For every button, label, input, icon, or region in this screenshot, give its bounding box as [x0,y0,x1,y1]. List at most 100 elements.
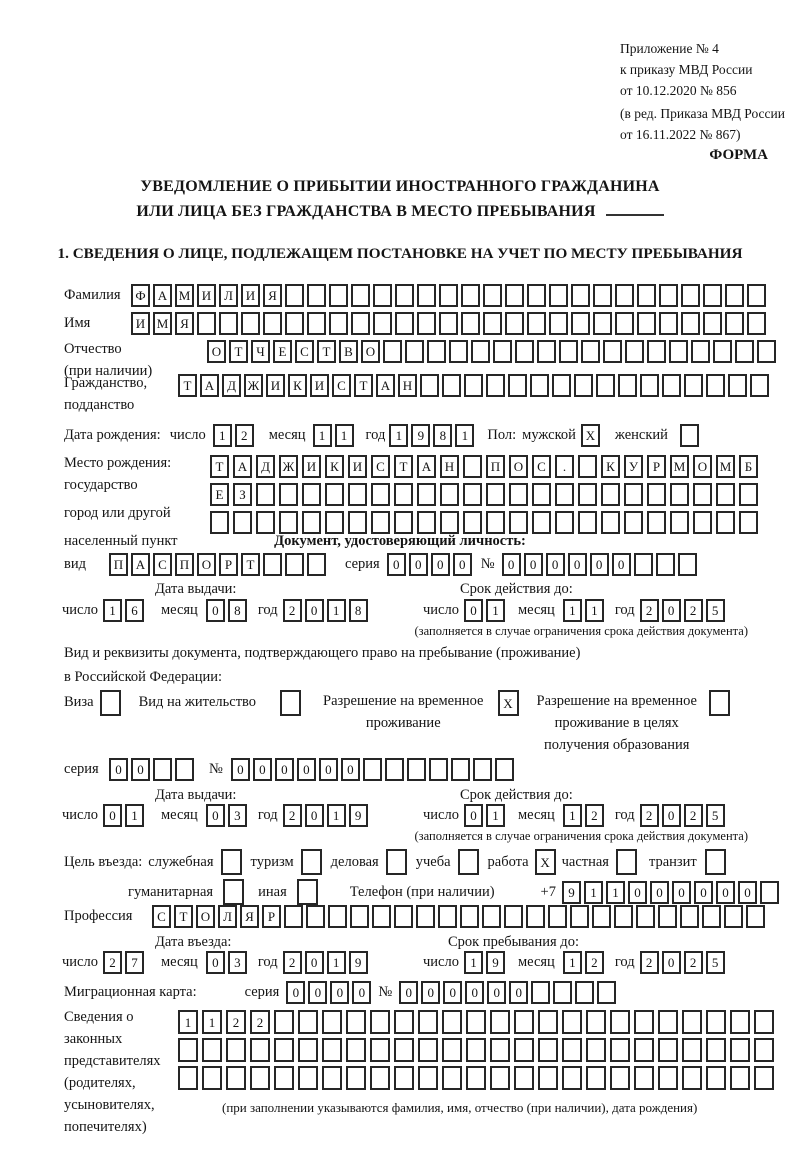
char-cell[interactable] [634,1038,654,1062]
char-cell[interactable] [274,1038,294,1062]
char-cell[interactable] [490,1066,510,1090]
char-cell[interactable] [647,340,666,363]
char-cell[interactable]: Р [647,455,666,478]
char-cell[interactable] [555,511,574,534]
char-cell[interactable]: В [339,340,358,363]
char-cell[interactable]: Ж [279,455,298,478]
temp-permit-checkbox[interactable]: X [497,690,519,716]
char-cell[interactable] [505,312,524,335]
char-cell[interactable] [486,511,505,534]
char-cell[interactable]: 5 [705,804,725,827]
char-cell[interactable] [370,1010,390,1034]
char-cell[interactable] [581,340,600,363]
char-cell[interactable] [439,312,458,335]
char-cell[interactable]: 0 [545,553,565,576]
char-cell[interactable] [274,1066,294,1090]
char-cell[interactable]: К [325,455,344,478]
char-cell[interactable]: 1 [202,1010,222,1034]
char-cell[interactable] [610,1038,630,1062]
char-cell[interactable]: 0 [523,553,543,576]
char-cell[interactable]: 0 [430,553,450,576]
char-cell[interactable] [659,284,678,307]
char-cell[interactable] [724,905,743,928]
char-cell[interactable] [486,483,505,506]
char-cell[interactable] [250,1066,270,1090]
char-cell[interactable] [483,284,502,307]
char-cell[interactable]: Т [354,374,373,397]
char-cell[interactable] [615,312,634,335]
char-cell[interactable]: Т [394,455,413,478]
char-cell[interactable]: 0 [465,981,485,1004]
char-cell[interactable]: 1 [212,424,232,447]
char-cell[interactable]: 0 [443,981,463,1004]
char-cell[interactable] [405,340,424,363]
char-cell[interactable]: 0 [463,804,483,827]
char-cell[interactable]: А [376,374,395,397]
char-cell[interactable]: 0 [661,599,681,622]
char-cell[interactable]: С [371,455,390,478]
char-cell[interactable] [418,1066,438,1090]
char-cell[interactable]: М [670,455,689,478]
char-cell[interactable] [490,1010,510,1034]
char-cell[interactable] [592,905,611,928]
char-cell[interactable]: 0 [304,951,324,974]
char-cell[interactable] [757,340,776,363]
char-cell[interactable] [747,284,766,307]
char-cell[interactable] [725,284,744,307]
char-cell[interactable] [486,374,505,397]
char-cell[interactable] [603,340,622,363]
char-cell[interactable] [658,1038,678,1062]
char-cell[interactable] [716,511,735,534]
char-cell[interactable]: А [131,553,150,576]
char-cell[interactable] [416,905,435,928]
char-cell[interactable] [508,374,527,397]
char-cell[interactable]: К [288,374,307,397]
char-cell[interactable] [725,312,744,335]
char-cell[interactable] [328,905,347,928]
char-cell[interactable]: Т [178,374,197,397]
char-cell[interactable]: 1 [463,951,483,974]
char-cell[interactable] [279,483,298,506]
char-cell[interactable]: 0 [421,981,441,1004]
char-cell[interactable] [417,284,436,307]
char-cell[interactable] [681,312,700,335]
char-cell[interactable] [348,511,367,534]
char-cell[interactable] [702,905,721,928]
char-cell[interactable] [394,905,413,928]
char-cell[interactable] [202,1066,222,1090]
char-cell[interactable]: 0 [452,553,472,576]
edu-permit-checkbox[interactable] [708,690,730,716]
char-cell[interactable] [348,483,367,506]
char-cell[interactable] [307,284,326,307]
char-cell[interactable] [684,374,703,397]
char-cell[interactable]: 5 [705,599,725,622]
char-cell[interactable]: Е [273,340,292,363]
char-cell[interactable]: 3 [227,804,247,827]
char-cell[interactable] [285,553,304,576]
char-cell[interactable]: С [332,374,351,397]
purpose-other-checkbox[interactable] [296,879,318,905]
char-cell[interactable] [460,905,479,928]
char-cell[interactable] [691,340,710,363]
char-cell[interactable] [677,553,697,576]
char-cell[interactable]: 0 [737,880,757,904]
char-cell[interactable]: О [509,455,528,478]
char-cell[interactable]: 0 [715,880,735,904]
char-cell[interactable] [647,483,666,506]
char-cell[interactable]: 0 [463,599,483,622]
char-cell[interactable] [250,1038,270,1062]
char-cell[interactable] [526,905,545,928]
char-cell[interactable] [610,1010,630,1034]
char-cell[interactable]: 0 [318,758,338,781]
char-cell[interactable] [693,483,712,506]
purpose-tourism-checkbox[interactable] [300,849,322,875]
char-cell[interactable] [578,483,597,506]
purpose-study-checkbox[interactable] [457,849,479,875]
char-cell[interactable] [493,340,512,363]
char-cell[interactable] [532,483,551,506]
char-cell[interactable] [395,312,414,335]
char-cell[interactable]: 1 [562,804,582,827]
char-cell[interactable] [578,511,597,534]
char-cell[interactable] [466,1010,486,1034]
char-cell[interactable] [440,511,459,534]
